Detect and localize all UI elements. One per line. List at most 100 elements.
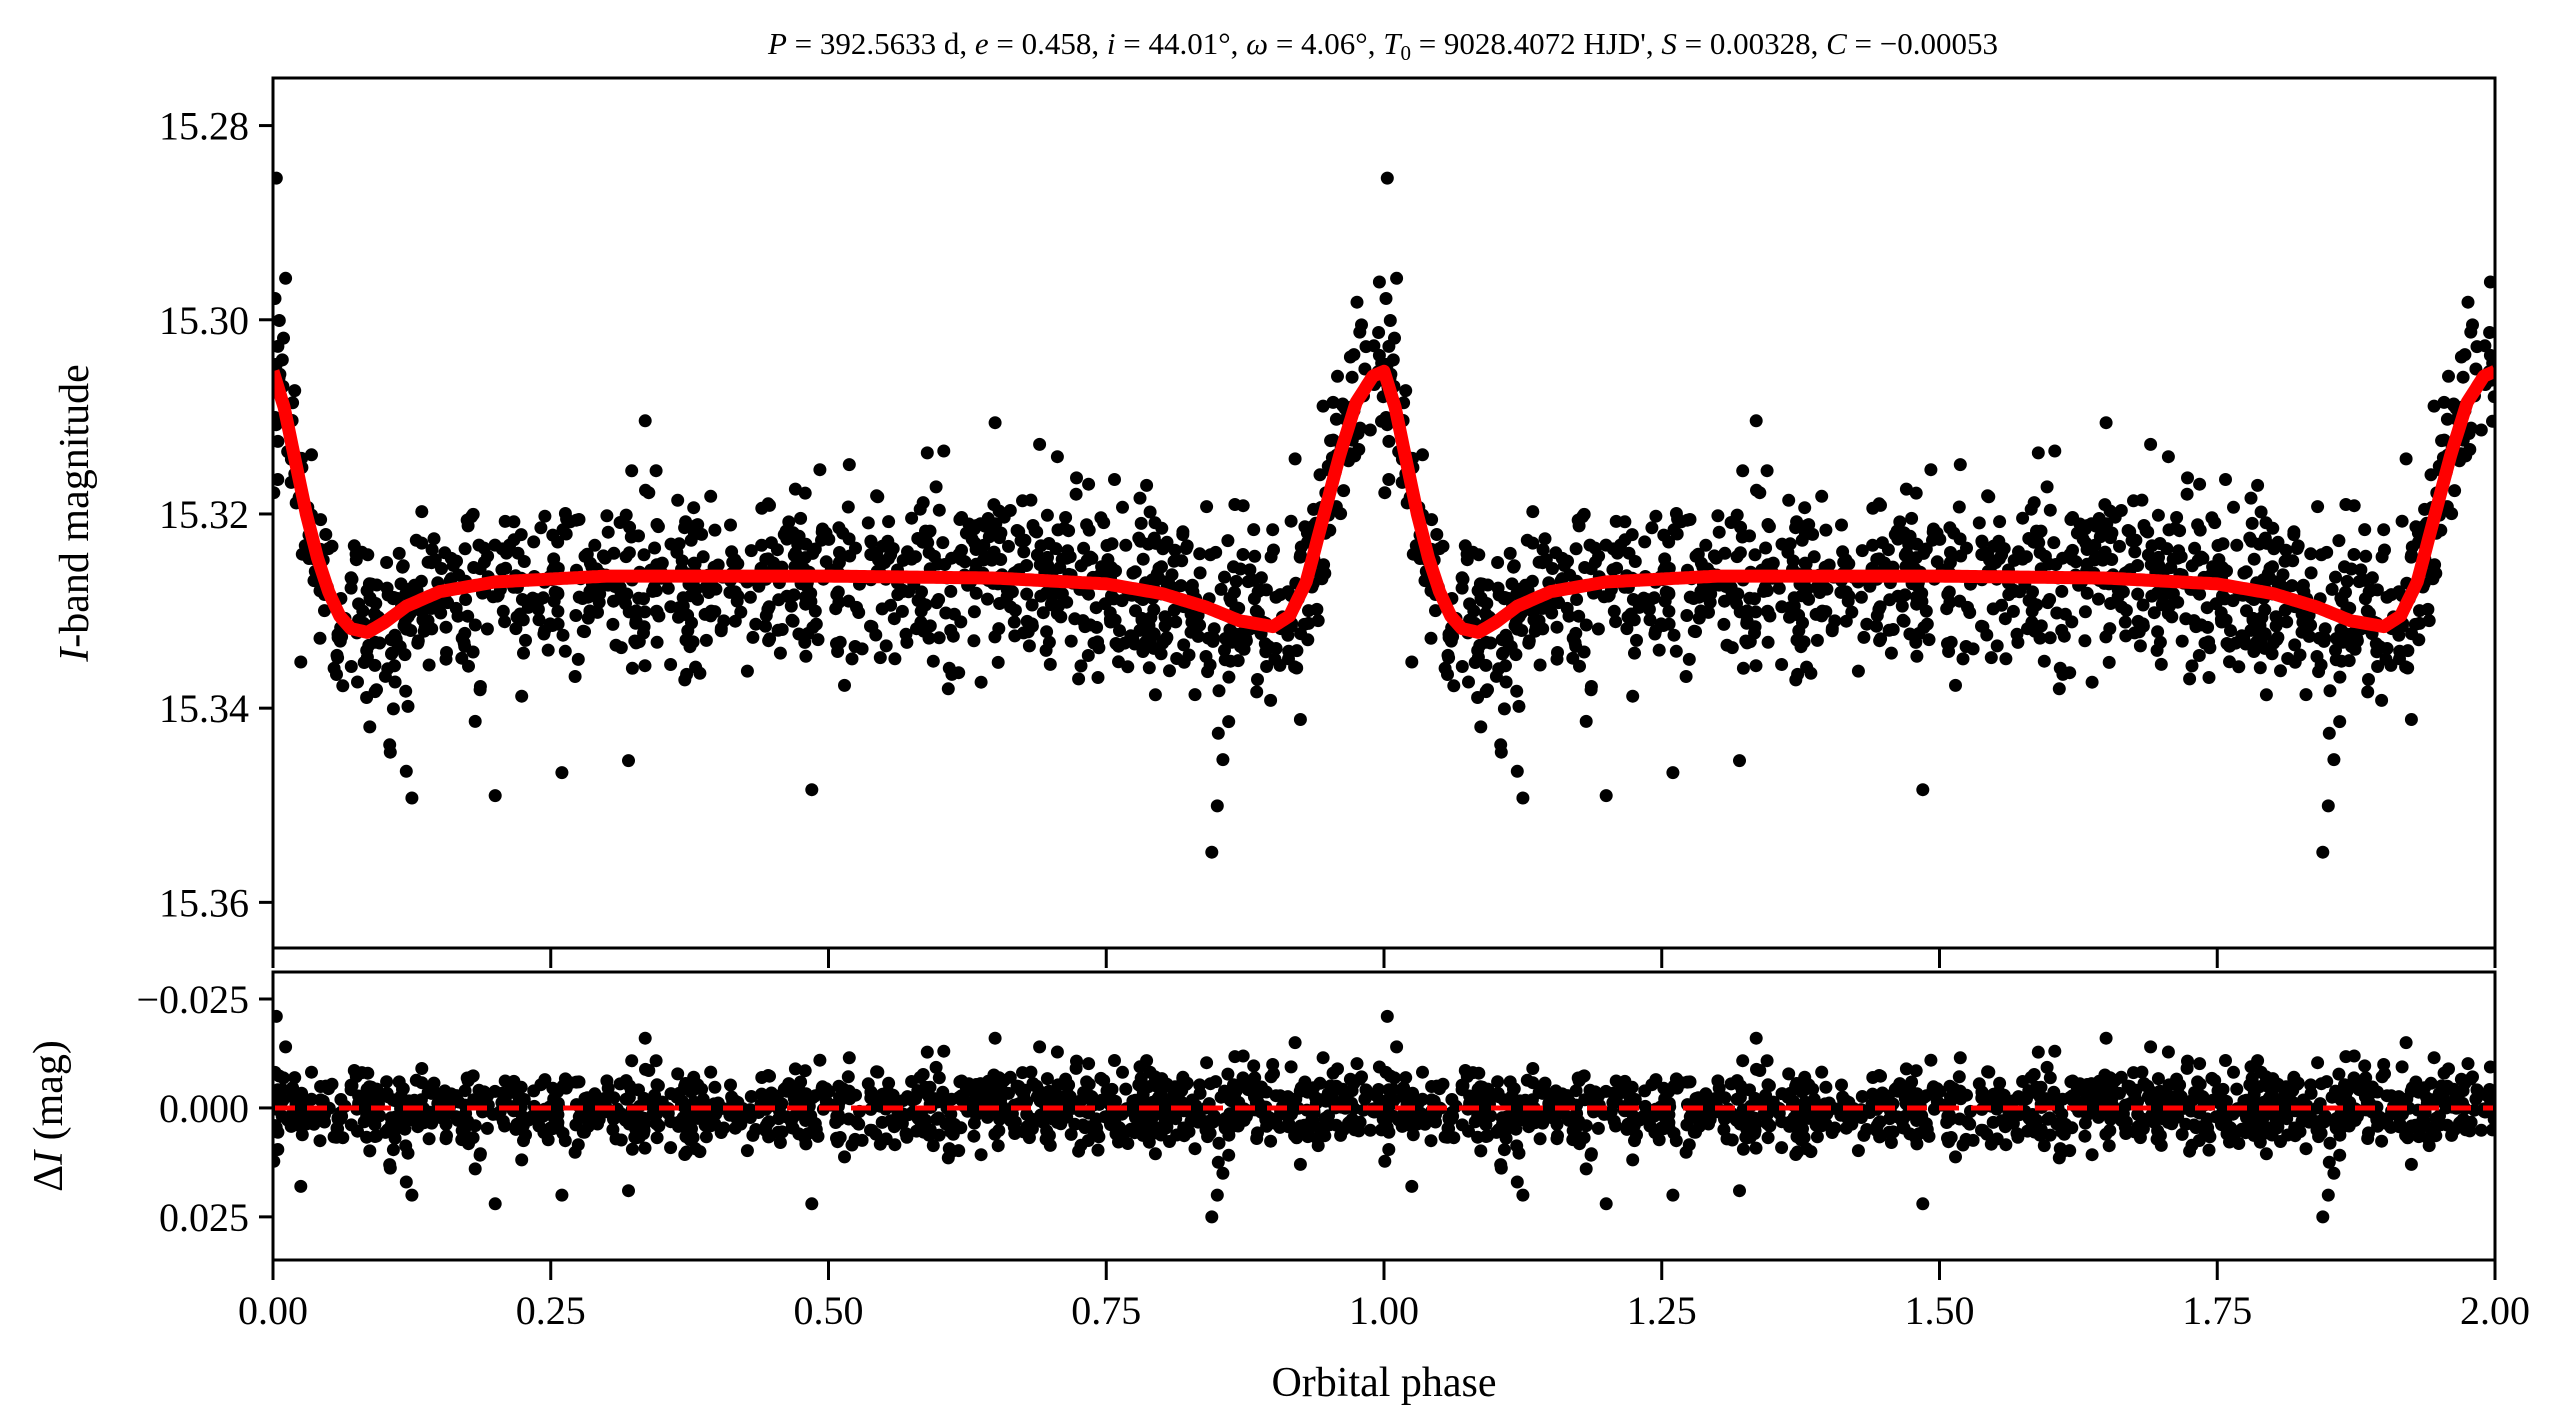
data-point <box>2459 449 2473 463</box>
data-point <box>1348 449 1362 463</box>
data-point <box>843 549 857 563</box>
residual-point <box>1109 1127 1123 1141</box>
residual-point <box>1456 1079 1470 1093</box>
data-point <box>1033 437 1047 451</box>
data-point <box>388 659 401 673</box>
data-point <box>2192 649 2206 662</box>
data-point <box>1507 560 1520 574</box>
data-point <box>2133 639 2147 653</box>
ylabel-prefix: Δ <box>26 1165 72 1192</box>
data-point <box>1710 551 1723 564</box>
residual-point <box>1382 1143 1396 1156</box>
data-point <box>1447 679 1461 693</box>
residual-point <box>1230 1108 1244 1122</box>
residual-point <box>1499 1131 1513 1145</box>
residual-point <box>1000 1106 1014 1120</box>
data-point <box>288 384 302 398</box>
data-point <box>2358 573 2371 587</box>
residual-point <box>1405 1179 1419 1193</box>
data-point <box>2287 525 2301 539</box>
data-point <box>2200 601 2214 615</box>
residual-point <box>515 1153 529 1167</box>
data-point <box>991 655 1005 669</box>
data-point <box>1953 594 1967 608</box>
residual-point <box>2343 1096 2357 1109</box>
data-point <box>1425 513 1439 527</box>
residual-point <box>305 1092 318 1106</box>
data-point <box>2358 523 2372 537</box>
data-point <box>914 615 928 629</box>
residual-point <box>2413 1124 2427 1137</box>
data-point <box>468 714 482 728</box>
data-point <box>620 587 634 601</box>
data-point <box>833 546 846 559</box>
residual-point <box>1992 1093 2006 1107</box>
data-point <box>2185 659 2199 673</box>
data-point <box>787 588 801 602</box>
residual-point <box>486 1107 500 1121</box>
data-point <box>2322 726 2336 740</box>
residual-point <box>1512 1094 1525 1108</box>
data-point <box>1069 487 1083 501</box>
data-point <box>2316 845 2330 859</box>
data-point <box>425 543 439 557</box>
data-point <box>571 652 585 666</box>
residual-point <box>1072 1144 1086 1158</box>
data-point <box>462 659 475 673</box>
data-point <box>405 791 419 805</box>
data-point <box>1294 627 1308 641</box>
data-point <box>1628 646 1641 660</box>
residual-point <box>991 1139 1005 1153</box>
residual-point <box>2339 1050 2353 1064</box>
residual-point <box>381 1090 395 1104</box>
residual-point <box>1097 1074 1111 1087</box>
residual-point <box>2078 1129 2092 1143</box>
residual-point <box>1953 1051 1967 1065</box>
data-point <box>273 473 285 486</box>
data-point <box>2223 655 2236 669</box>
data-point <box>2131 587 2145 601</box>
data-point <box>1472 548 1486 562</box>
data-point <box>2113 539 2126 553</box>
residual-point <box>2358 1082 2371 1096</box>
data-point <box>1288 660 1302 674</box>
data-point <box>1479 635 1493 649</box>
data-point <box>2461 295 2475 309</box>
data-point <box>1380 171 1394 185</box>
data-point <box>1512 699 1526 713</box>
residual-point <box>1416 1092 1429 1106</box>
data-point <box>2070 526 2084 540</box>
data-point <box>681 624 695 638</box>
data-point <box>480 622 494 636</box>
data-point <box>1156 636 1170 650</box>
data-point <box>761 602 775 616</box>
data-point <box>1177 638 1191 652</box>
residual-point <box>2151 1106 2164 1120</box>
chart-title: P = 392.5633 d, e = 0.458, i = 44.01°, ω… <box>767 26 1998 65</box>
data-point <box>1987 539 2001 553</box>
data-point <box>1249 604 1263 618</box>
y-tick-label: 15.36 <box>159 880 249 925</box>
residual-point <box>1810 1130 1824 1144</box>
data-point <box>1572 609 1586 623</box>
data-point <box>1405 655 1419 669</box>
data-point <box>1993 515 2007 529</box>
data-point <box>2154 657 2168 671</box>
data-point <box>515 689 529 703</box>
data-point <box>886 542 900 556</box>
data-point <box>356 604 370 618</box>
residual-point <box>988 1031 1002 1045</box>
residual-point <box>1054 1117 1068 1131</box>
residual-point <box>1781 1090 1795 1104</box>
data-point <box>1060 595 1074 609</box>
data-point <box>879 639 893 653</box>
data-point <box>2404 713 2418 726</box>
data-point <box>784 599 798 613</box>
data-point <box>770 543 784 557</box>
data-point <box>388 675 402 689</box>
data-point <box>1012 525 1026 539</box>
data-point <box>2399 452 2413 466</box>
data-point <box>687 556 701 570</box>
data-point <box>1168 543 1182 557</box>
residual-point <box>1571 1071 1585 1085</box>
